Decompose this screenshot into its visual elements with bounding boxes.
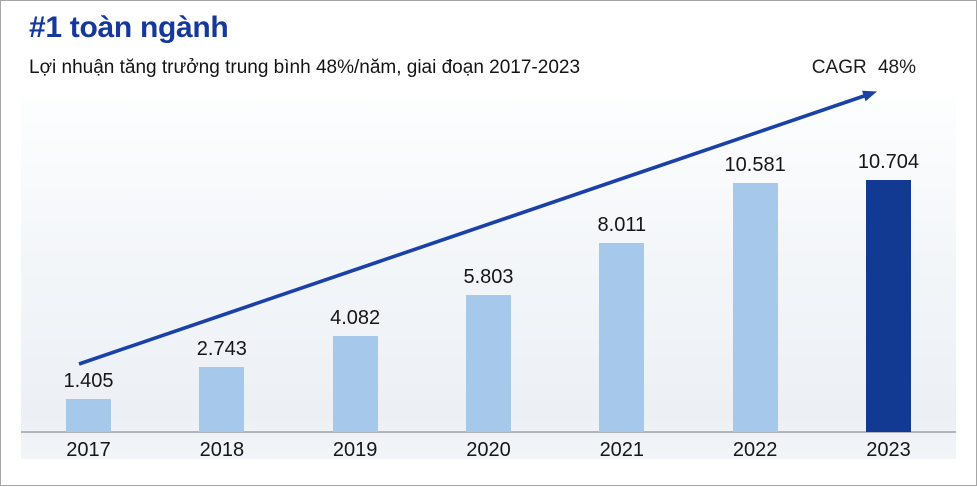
bar-2023	[865, 180, 911, 432]
x-axis-tick-2017: 2017	[66, 439, 111, 461]
bar-2019	[332, 336, 378, 432]
x-axis-tick-2020: 2020	[466, 439, 511, 461]
x-axis-tick-2019: 2019	[332, 439, 378, 461]
x-axis-tick-2023: 2023	[866, 439, 911, 461]
bar-value-label-2018: 2.743	[196, 338, 247, 360]
cagr-annotation: CAGR 48%	[811, 57, 916, 78]
bar-value-label-2017: 1.405	[63, 370, 114, 392]
x-axis-tick-2021: 2021	[599, 439, 645, 461]
x-axis-line	[21, 431, 956, 433]
plot-area: 1.405 2017 2.743 2018 4.082 2019 5.803 2020 8.01…	[21, 96, 956, 461]
x-axis-tick-2022: 2022	[732, 439, 778, 461]
bar-2018	[199, 367, 245, 432]
x-axis-tick-2018: 2018	[199, 439, 245, 461]
bar-value-label-2023: 10.704	[857, 151, 920, 173]
page-title: #1 toàn ngành	[29, 11, 229, 44]
bar-2020	[465, 295, 511, 432]
bar-value-label-2022: 10.581	[724, 154, 786, 176]
bar-value-label-2020: 5.803	[463, 266, 514, 288]
bar-value-label-2021: 8.011	[597, 214, 647, 236]
page-subtitle: Lợi nhuận tăng trưởng trung bình 48%/năm…	[29, 57, 581, 78]
bar-2017	[66, 399, 111, 432]
bar-2021	[599, 243, 645, 432]
bar-2022	[732, 183, 778, 432]
bar-value-label-2019: 4.082	[330, 307, 381, 329]
